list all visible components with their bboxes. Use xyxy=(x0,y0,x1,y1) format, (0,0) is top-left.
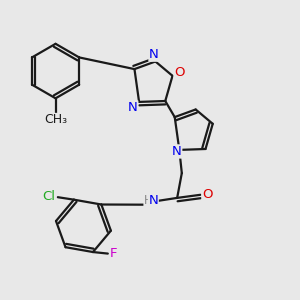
Text: CH₃: CH₃ xyxy=(44,113,67,127)
Text: F: F xyxy=(110,247,117,260)
Text: N: N xyxy=(148,194,158,207)
Text: N: N xyxy=(172,145,182,158)
Text: O: O xyxy=(174,66,184,79)
Text: N: N xyxy=(128,101,138,114)
Text: N: N xyxy=(149,48,159,61)
Text: O: O xyxy=(202,188,212,201)
Text: Cl: Cl xyxy=(43,190,56,203)
Text: H: H xyxy=(144,194,153,207)
